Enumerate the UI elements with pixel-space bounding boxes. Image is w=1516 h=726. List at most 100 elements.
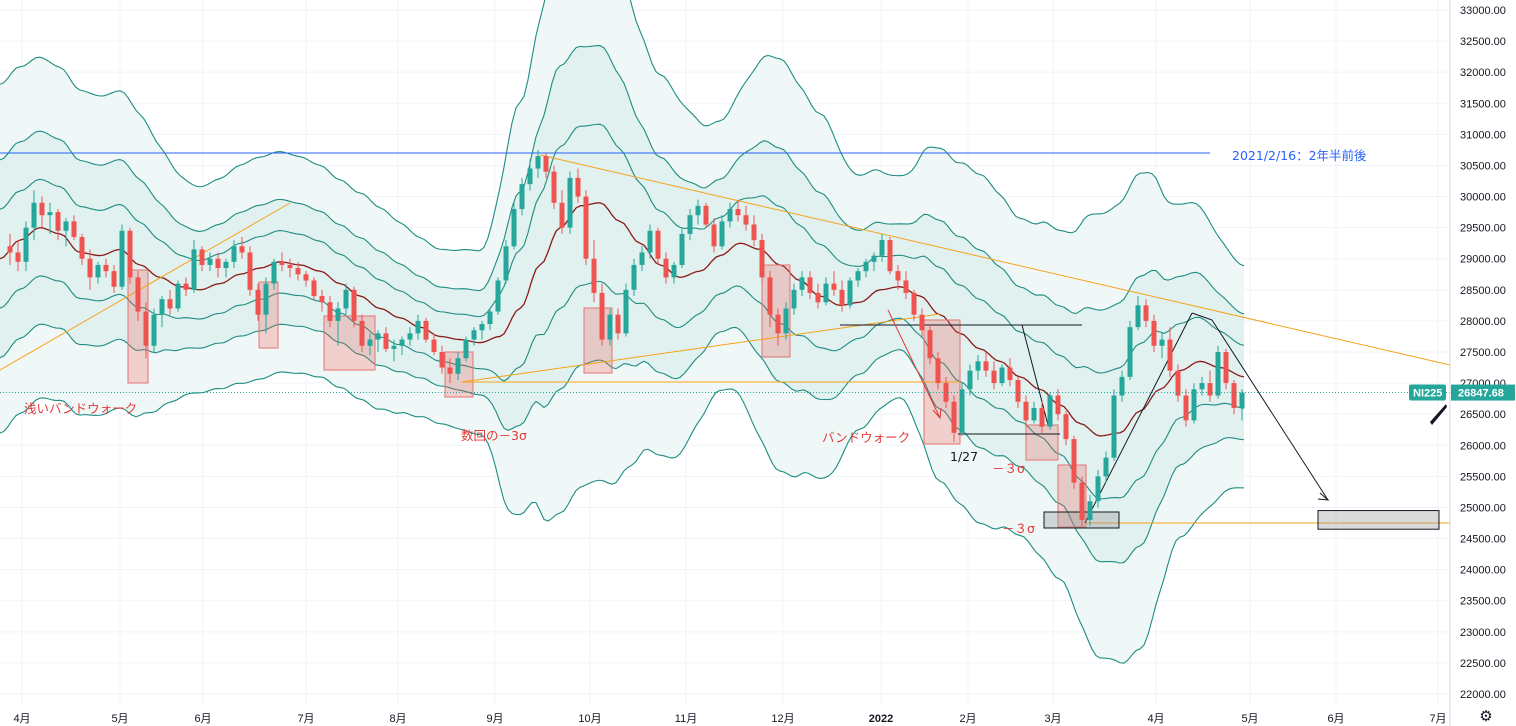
candle-body <box>39 202 45 216</box>
candle-body <box>383 333 389 349</box>
candle-body <box>119 230 125 287</box>
annotation-band-walk: バンドウォーク <box>822 430 910 445</box>
band-line <box>0 44 1245 315</box>
candle-body <box>1087 501 1093 520</box>
price-tick-label: 30500.00 <box>1460 160 1506 172</box>
candle-body <box>551 171 557 203</box>
candle-body <box>1135 305 1141 328</box>
candle-body <box>439 352 445 368</box>
candle-body <box>927 330 933 359</box>
candle-body <box>911 292 917 315</box>
candle-body <box>303 274 309 281</box>
candle-body <box>1007 367 1013 380</box>
candle-body <box>423 320 429 340</box>
candle-body <box>335 308 341 321</box>
candle-body <box>455 358 461 374</box>
candle-body <box>559 202 565 228</box>
candle-body <box>959 389 965 433</box>
time-tick-label: 5月 <box>1241 713 1258 725</box>
price-tick-label: 29500.00 <box>1460 223 1506 235</box>
candle-body <box>247 252 253 290</box>
band-line <box>0 275 1245 500</box>
time-tick-label: 11月 <box>675 713 697 725</box>
candle-body <box>983 361 989 371</box>
candle-body <box>1111 395 1117 458</box>
candle-body <box>967 370 973 390</box>
candle-body <box>791 289 797 309</box>
candle-body <box>1015 379 1021 402</box>
candle-body <box>999 367 1005 384</box>
candle-body <box>1071 439 1077 483</box>
candle-body <box>1039 407 1045 427</box>
candle-body <box>719 221 725 247</box>
candle-body <box>639 252 645 265</box>
candle-body <box>1095 476 1101 502</box>
time-tick-label: 12月 <box>771 713 794 725</box>
annotation-shallow-band-walk: 浅いバンドウォーク <box>24 401 137 416</box>
candle-body <box>103 264 109 272</box>
candle-body <box>391 345 397 349</box>
price-tick-label: 26500.00 <box>1460 409 1506 421</box>
price-tick-label: 24000.00 <box>1460 565 1506 577</box>
price-pointer-mark <box>1430 404 1447 425</box>
price-tick-label: 24500.00 <box>1460 534 1506 546</box>
red-arrow <box>887 309 941 419</box>
candle-body <box>311 280 317 297</box>
band-line <box>0 123 1245 374</box>
candle-body <box>343 289 349 309</box>
candle-body <box>1031 407 1037 421</box>
candle-body <box>599 292 605 340</box>
time-tick-label: 9月 <box>486 713 503 725</box>
candle-body <box>807 277 813 293</box>
candle-body <box>575 177 581 197</box>
candle-body <box>767 277 773 315</box>
price-badge <box>1451 384 1515 401</box>
candle-body <box>743 215 749 225</box>
time-tick-label: 4月 <box>1147 713 1164 725</box>
candle-body <box>623 289 629 334</box>
price-tick-label: 28500.00 <box>1460 285 1506 297</box>
candle-body <box>1151 320 1157 346</box>
candle-body <box>663 258 669 278</box>
candle-body <box>287 264 293 269</box>
price-tick-label: 22500.00 <box>1460 658 1506 670</box>
candle-body <box>71 221 77 237</box>
candle-body <box>463 339 469 359</box>
candle-body <box>471 330 477 340</box>
candle-body <box>935 358 941 384</box>
annotation-minus3-a: －３σ <box>992 461 1025 476</box>
candle-body <box>527 168 533 185</box>
candle-body <box>1183 395 1189 421</box>
candle-body <box>111 271 117 287</box>
candle-body <box>695 205 701 216</box>
red-arrow-head <box>932 407 942 420</box>
candle-body <box>223 261 229 269</box>
candle-body <box>583 196 589 259</box>
candle-body <box>495 280 501 312</box>
candle-body <box>591 258 597 293</box>
candle-body <box>135 277 141 312</box>
band-line <box>0 323 1245 564</box>
time-tick-label: 10月 <box>578 713 601 725</box>
candle-body <box>1215 352 1221 396</box>
candle-body <box>1143 305 1149 321</box>
candle-body <box>175 283 181 309</box>
candle-body <box>143 311 149 346</box>
candle-body <box>207 258 213 265</box>
gear-icon[interactable]: ⚙ <box>1479 707 1493 725</box>
candle-body <box>1191 389 1197 421</box>
candle-body <box>687 215 693 234</box>
candle-body <box>487 311 493 325</box>
annotation-resistance-label: 2021/2/16：2年半前後 <box>1232 148 1367 163</box>
candle-body <box>1023 401 1029 421</box>
candle-body <box>375 333 381 340</box>
candle-body <box>255 289 261 315</box>
time-tick-label: 4月 <box>13 713 30 725</box>
candle-body <box>479 324 485 331</box>
candle-body <box>7 246 13 253</box>
candle-body <box>191 249 197 290</box>
candle-body <box>1167 339 1173 371</box>
candle-body <box>671 264 677 278</box>
